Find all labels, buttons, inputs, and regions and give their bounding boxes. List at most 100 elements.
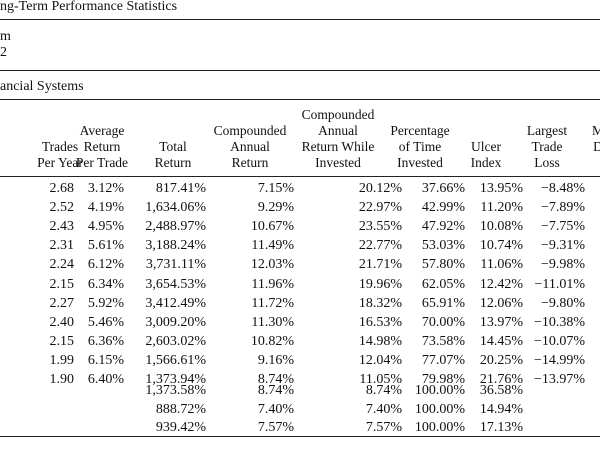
cell-ulcer-index: 12.06% (479, 295, 523, 311)
cell-trades-per-year: 2.43 (49, 219, 75, 235)
column-header-compounded-annual-return-while-invested: Compounded Annual Return While Invested (278, 107, 398, 171)
section-label: ancial Systems (0, 79, 84, 94)
cell-largest-trade-loss: −10.38% (533, 314, 585, 330)
cell-ulcer-index: 14.94% (479, 401, 523, 417)
column-header-line: Trade (531, 139, 563, 154)
table-footer-row: 939.42%7.57%7.57%100.00%17.13%– (0, 419, 600, 436)
cell-largest-trade-loss: −11.01% (534, 276, 585, 292)
cell-trades-per-year: 2.68 (49, 181, 75, 196)
cell-total-return: 1,373.58% (145, 383, 206, 398)
cell-largest-trade-loss: −9.98% (540, 257, 585, 273)
cell-ulcer-index: 20.25% (479, 352, 523, 368)
cell-largest-trade-loss: −7.89% (540, 200, 585, 216)
cell-pct-time-invested: 73.58% (421, 333, 465, 349)
cell-total-return: 1,634.06% (145, 200, 206, 216)
column-header-line: Average (79, 123, 125, 138)
table-footer-row: 888.72%7.40%7.40%100.00%14.94%– (0, 401, 600, 418)
cell-ulcer-index: 10.08% (479, 219, 523, 235)
column-header-line: Index (470, 155, 502, 170)
cell-avg-return-per-trade: 5.92% (87, 295, 124, 311)
table-row: 2.43 4.95% 2,488.97% 10.67% 23.55% 47.92% 10.0… (0, 218, 600, 235)
cell-compounded-annual-return-while-invested: 22.97% (358, 200, 402, 216)
column-header-line: Invested (315, 155, 361, 170)
cell-ulcer-index: 11.20% (480, 200, 523, 216)
cell-ulcer-index: 11.06% (480, 257, 523, 273)
header-bottom-rule (0, 176, 600, 177)
cell-ulcer-index: 17.13% (479, 420, 523, 436)
cell-pct-time-invested: 65.91% (421, 295, 465, 311)
cell-trades-per-year: 2.15 (49, 333, 75, 349)
cell-avg-return-per-trade: 6.12% (87, 257, 124, 273)
cell-compounded-annual-return-while-invested: 12.04% (358, 352, 402, 368)
cell-compounded-annual-return: 11.72% (251, 295, 294, 311)
cell-compounded-annual-return-while-invested: 11.05% (359, 372, 402, 387)
cell-compounded-annual-return: 9.29% (257, 200, 294, 216)
column-header-line: Return (83, 139, 121, 154)
cell-trades-per-year: 2.40 (49, 314, 75, 330)
column-header-line: Compounded (301, 107, 375, 122)
cell-total-return: 1,373.94% (145, 372, 206, 387)
cell-pct-time-invested: 47.92% (421, 219, 465, 235)
table-row: 2.52 4.19% 1,634.06% 9.29% 22.97% 42.99% 11.20… (0, 199, 600, 216)
meta-rule (0, 70, 600, 71)
cell-ulcer-index: 14.45% (479, 333, 523, 349)
document-title: ng-Term Performance Statistics (0, 0, 178, 14)
cell-pct-time-invested: 62.05% (421, 276, 465, 292)
cell-compounded-annual-return-while-invested: 8.74% (365, 383, 402, 398)
cell-avg-return-per-trade: 5.46% (87, 314, 124, 330)
cell-pct-time-invested: 100.00% (414, 383, 465, 398)
title-rule (0, 19, 600, 20)
cell-pct-time-invested: 79.98% (421, 372, 465, 387)
cell-compounded-annual-return: 7.15% (257, 181, 294, 196)
cell-ulcer-index: 10.74% (479, 238, 523, 254)
table-row: 2.68 3.12% 817.41% 7.15% 20.12% 37.66% 13.95% −… (0, 180, 600, 197)
column-header-line: Return (154, 155, 192, 170)
cell-pct-time-invested: 42.99% (421, 200, 465, 216)
cell-largest-trade-loss: −13.97% (533, 372, 585, 387)
cell-trades-per-year: 1.99 (49, 352, 75, 368)
cell-compounded-annual-return: 8.74% (257, 372, 294, 387)
column-header-line: Annual (230, 139, 270, 154)
column-header-line: Per Trade (75, 155, 129, 170)
column-header-line: Total (159, 139, 187, 154)
cell-compounded-annual-return-while-invested: 16.53% (358, 314, 402, 330)
table-row: 2.31 5.61% 3,188.24% 11.49% 22.77% 53.03% 10.7… (0, 237, 600, 254)
column-header-line: Ulcer (471, 139, 501, 154)
cell-pct-time-invested: 77.07% (421, 352, 465, 368)
cell-compounded-annual-return: 7.57% (257, 420, 294, 436)
column-header-line: Loss (534, 155, 560, 170)
column-header-line: Compounded (213, 123, 287, 138)
cell-total-return: 1,566.61% (145, 352, 206, 368)
column-header-line: Invested (397, 155, 443, 170)
cell-pct-time-invested: 57.80% (421, 257, 465, 273)
column-header-ulcer-index: Ulcer Index (426, 107, 546, 171)
column-header-line: M (591, 123, 600, 138)
cell-avg-return-per-trade: 6.34% (87, 276, 124, 292)
cell-pct-time-invested: 37.66% (421, 181, 465, 196)
cell-avg-return-per-trade: 6.40% (87, 372, 124, 387)
cell-avg-return-per-trade: 3.12% (87, 181, 124, 196)
cell-largest-trade-loss: −10.07% (533, 333, 585, 349)
cell-compounded-annual-return: 11.96% (251, 276, 294, 292)
cell-total-return: 888.72% (155, 401, 206, 417)
cell-compounded-annual-return: 11.49% (251, 238, 294, 254)
meta-line-2: 2 (0, 45, 7, 60)
cell-pct-time-invested: 100.00% (414, 420, 465, 436)
table-row: 2.15 6.36% 2,603.02% 10.82% 14.98% 73.58% 14.4… (0, 333, 600, 350)
cell-ulcer-index: 13.97% (479, 314, 523, 330)
column-header-line: D (593, 139, 600, 154)
column-header-line: Return While (301, 139, 375, 154)
cell-avg-return-per-trade: 4.19% (87, 200, 124, 216)
cell-total-return: 2,488.97% (145, 219, 206, 235)
table-row: 2.24 6.12% 3,731.11% 12.03% 21.71% 57.80% 11.0… (0, 256, 600, 273)
cell-trades-per-year: 1.90 (49, 372, 75, 387)
column-header-trades-per-year: Trades Per Year (0, 107, 120, 171)
cell-avg-return-per-trade: 4.95% (87, 219, 124, 235)
column-header-line (538, 107, 600, 123)
meta-line-1: m (0, 29, 11, 44)
cell-ulcer-index: 13.95% (479, 181, 523, 196)
cell-compounded-annual-return: 8.74% (257, 383, 294, 398)
table-row: 2.27 5.92% 3,412.49% 11.72% 18.32% 65.91% 12.0… (0, 295, 600, 312)
cell-largest-trade-loss: −7.75% (540, 219, 585, 235)
